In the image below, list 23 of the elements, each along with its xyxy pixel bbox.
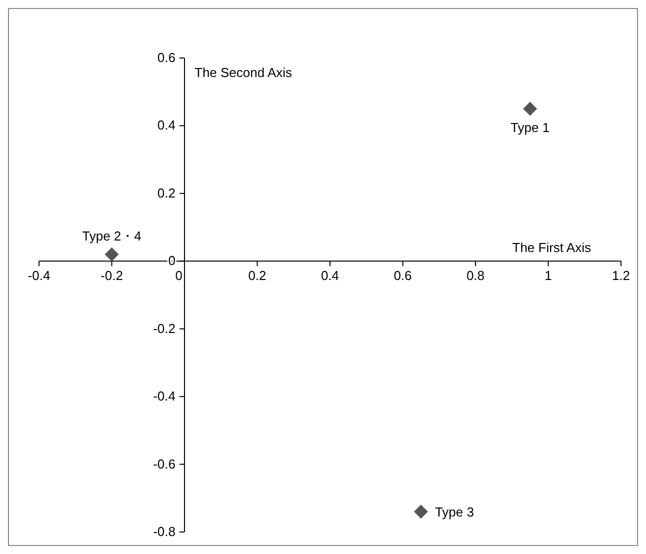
y-tick-label: 0.2 [157,185,176,200]
x-tick-label: -0.2 [100,268,123,284]
point [104,247,119,262]
x-tick-label: 1.2 [612,268,630,284]
x-tick-label: 1 [544,268,552,284]
y-tick-label: 0.4 [157,118,176,133]
x-tick-label: 0.4 [320,268,340,284]
y-axis-title: The Second Axis [194,65,293,80]
x-axis-title: The First Axis [512,240,592,256]
annotation: Type 1 [510,120,550,136]
point [414,504,428,519]
annotation: Type 3 [434,504,474,520]
x-tick-label: 0.6 [394,268,412,284]
x-tick-label: -0.4 [28,268,50,284]
y-tick-label: -0.8 [153,524,176,539]
point [523,102,538,116]
y-tick-label: 0.6 [157,50,176,65]
y-tick-label: -0.2 [153,320,176,336]
x-tick-label: 0.2 [248,268,266,284]
y-tick-label: -0.4 [153,388,176,404]
y-tick-label: -0.6 [153,456,176,472]
x-tick-label: 0.8 [466,268,485,284]
annotation: Type 2・4 [82,228,142,244]
